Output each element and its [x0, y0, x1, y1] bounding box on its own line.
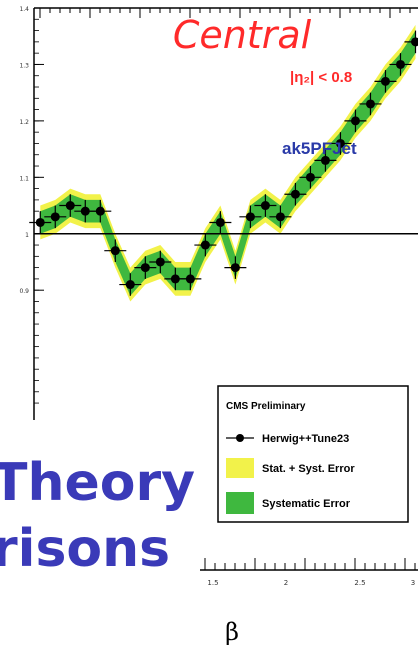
legend-entry-herwig: Herwig++Tune23 — [262, 433, 349, 445]
y-axis-ticks: 1.4 1.3 1.2 1.1 1 0.9 — [19, 6, 44, 404]
legend-entry-systematic: Systematic Error — [262, 498, 351, 510]
band-stat-syst-error — [40, 24, 416, 302]
region-label: Central — [173, 13, 312, 57]
x-tick-label: 3 — [411, 579, 415, 587]
jet-algorithm-label: ak5PFJet — [282, 139, 357, 158]
data-point — [155, 257, 165, 267]
data-point — [80, 206, 90, 216]
data-point — [335, 138, 345, 148]
data-point — [275, 212, 285, 222]
data-point — [170, 274, 180, 284]
data-point — [200, 240, 210, 250]
data-point — [140, 263, 150, 273]
data-point — [65, 201, 75, 211]
data-point — [35, 217, 45, 227]
data-point — [290, 189, 300, 199]
y-tick-label: 1 — [25, 232, 29, 239]
eta-cut-label: |η₂| < 0.8 — [290, 69, 352, 86]
data-point — [365, 99, 375, 109]
data-point — [50, 212, 60, 222]
overlay-word-risons: risons — [0, 519, 170, 579]
legend-swatch-systematic-icon — [226, 492, 254, 514]
data-point — [350, 116, 360, 126]
y-tick-label: 1.3 — [19, 62, 29, 69]
legend-swatch-stat-syst-icon — [226, 458, 254, 478]
data-point — [110, 246, 120, 256]
data-point — [185, 274, 195, 284]
data-point — [260, 201, 270, 211]
data-point — [305, 172, 315, 182]
data-point — [410, 37, 418, 47]
legend-box: CMS Preliminary Herwig++Tune23 Stat. + S… — [217, 385, 409, 523]
overlay-word-theory: Theory — [0, 453, 195, 513]
data-point — [125, 280, 135, 290]
data-point — [215, 217, 225, 227]
y-tick-label: 0.9 — [19, 288, 29, 295]
legend-entry-stat-syst: Stat. + Syst. Error — [262, 463, 355, 475]
x-axis-title: β — [225, 618, 239, 646]
y-tick-label: 1.2 — [19, 119, 29, 126]
y-tick-label: 1.1 — [19, 175, 29, 182]
data-point — [320, 155, 330, 165]
data-point — [395, 59, 405, 69]
top-axis-ticks — [39, 8, 411, 18]
legend-marker-dot-icon — [236, 434, 244, 442]
x-axis-ticks: 1.5 2 2.5 3 — [204, 558, 416, 587]
x-tick-label: 2.5 — [354, 579, 365, 587]
x-tick-label: 2 — [284, 579, 288, 587]
data-point — [245, 212, 255, 222]
band-systematic-error — [40, 30, 416, 296]
x-tick-label: 1.5 — [207, 579, 218, 587]
data-point — [380, 76, 390, 86]
y-tick-label: 1.4 — [19, 6, 29, 13]
data-point — [95, 206, 105, 216]
legend-header: CMS Preliminary — [226, 401, 306, 412]
data-point — [230, 263, 240, 273]
data-points-herwig — [29, 30, 418, 296]
